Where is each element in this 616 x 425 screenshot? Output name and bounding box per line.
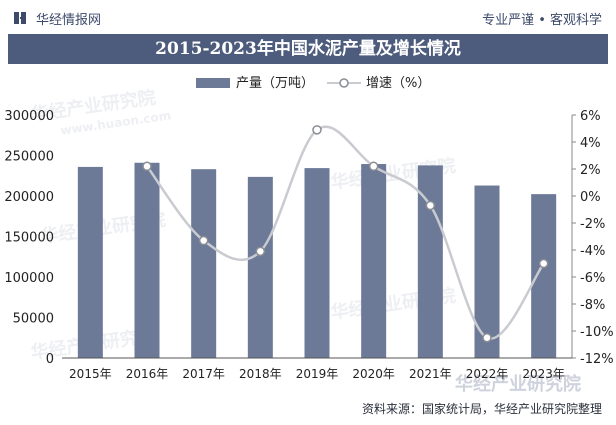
line-point — [142, 161, 152, 172]
bar — [191, 169, 217, 358]
line-series — [142, 125, 549, 343]
left-tick-label: 250000 — [4, 150, 54, 165]
line-point — [482, 333, 492, 343]
slogan: 专业严谨 • 客观科学 — [482, 13, 602, 28]
legend-bar-swatch — [196, 78, 230, 88]
left-tick-label: 300000 — [4, 109, 54, 124]
source-note: 资料来源：国家统计局，华经产业研究院整理 — [361, 402, 602, 416]
left-tick-label: 50000 — [13, 312, 54, 327]
x-axis: 2015年 2016年 2017年 2018年 2019年 2020年 2021年 2022年… — [62, 357, 572, 381]
right-tick-label: 0% — [580, 190, 601, 205]
brand-name: 华经情报网 — [36, 13, 102, 28]
right-tick-label: 2% — [580, 163, 601, 178]
right-tick-label: -2% — [580, 217, 605, 232]
legend: 产量（万吨） 增速（%） — [196, 76, 430, 91]
right-tick-label: -8% — [580, 298, 605, 313]
x-tick-label: 2016年 — [126, 367, 169, 381]
bar — [474, 185, 500, 358]
legend-line-marker — [339, 78, 349, 88]
watermark-logo-text: 华经产业研究院 — [455, 374, 581, 395]
bar — [531, 194, 557, 358]
chart: 产量（万吨） 增速（%） 0 50000 100000 150000 200000 2500… — [4, 76, 614, 381]
right-tick-label: 6% — [580, 109, 601, 124]
bar — [134, 162, 160, 358]
line-point — [312, 125, 322, 135]
right-tick-label: -12% — [580, 352, 614, 367]
left-tick-label: 100000 — [4, 271, 54, 286]
legend-label-growth: 增速（%） — [366, 76, 430, 91]
x-tick-label: 2015年 — [69, 367, 112, 381]
right-tick-label: -10% — [580, 325, 614, 340]
title-bar: 2015-2023年中国水泥产量及增长情况 — [8, 34, 608, 64]
line-point — [255, 246, 266, 257]
bar-series — [77, 162, 557, 358]
line-point — [425, 200, 436, 211]
bar — [417, 165, 443, 358]
left-tick-label: 0 — [46, 352, 54, 367]
x-tick-label: 2017年 — [182, 367, 225, 381]
bar — [304, 168, 330, 358]
top-bar: 华经情报网 专业严谨 • 客观科学 — [0, 0, 616, 36]
left-axis: 0 50000 100000 150000 200000 250000 300000 — [4, 109, 54, 367]
x-tick-label: 2019年 — [296, 367, 339, 381]
bar — [77, 166, 103, 358]
left-tick-label: 150000 — [4, 231, 54, 246]
line-point — [538, 258, 549, 269]
x-tick-label: 2021年 — [409, 367, 452, 381]
x-tick-label: 2023年 — [522, 367, 565, 381]
x-tick-label: 2018年 — [239, 367, 282, 381]
right-tick-label: 4% — [580, 136, 601, 151]
right-axis: -12% -10% -8% -6% -4% -2% 0% 2% 4% 6% — [571, 109, 614, 367]
line-point — [368, 161, 379, 172]
right-tick-label: -6% — [580, 271, 605, 286]
bar — [247, 176, 273, 358]
line-point — [198, 235, 209, 246]
x-tick-label: 2020年 — [352, 367, 395, 381]
legend-label-output: 产量（万吨） — [236, 76, 314, 91]
x-tick-label: 2022年 — [466, 367, 509, 381]
chart-title: 2015-2023年中国水泥产量及增长情况 — [155, 39, 461, 59]
logo-icon — [14, 12, 26, 24]
left-tick-label: 200000 — [4, 190, 54, 205]
right-tick-label: -4% — [580, 244, 605, 259]
bar — [361, 164, 387, 358]
